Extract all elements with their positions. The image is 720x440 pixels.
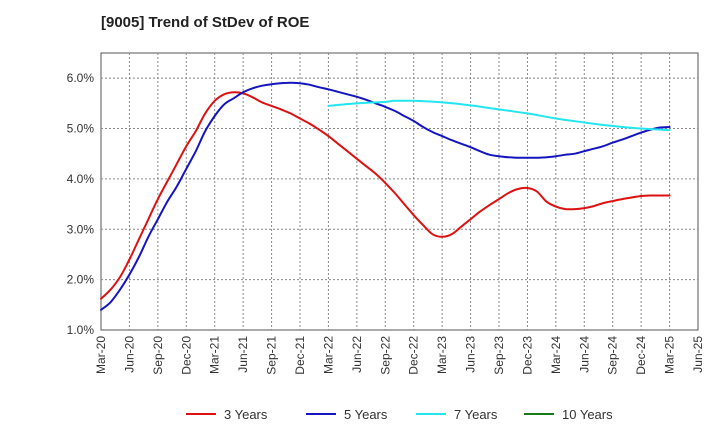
legend-label-5-years: 5 Years (344, 407, 388, 422)
x-tick-label: Jun-22 (350, 336, 364, 373)
x-tick-label: Dec-20 (179, 336, 193, 375)
x-tick-label: Jun-21 (236, 336, 250, 373)
legend-label-7-years: 7 Years (454, 407, 498, 422)
x-tick-label: Jun-25 (691, 336, 705, 373)
y-tick-label: 2.0% (67, 273, 95, 287)
y-tick-label: 6.0% (67, 71, 95, 85)
y-tick-label: 5.0% (67, 122, 95, 136)
legend-label-10-years: 10 Years (562, 407, 613, 422)
x-tick-label: Sep-20 (151, 336, 165, 375)
x-tick-label: Mar-20 (94, 336, 108, 374)
x-tick-label: Dec-23 (520, 336, 534, 375)
x-tick-label: Mar-25 (663, 336, 677, 374)
x-tick-label: Sep-24 (606, 336, 620, 375)
x-tick-label: Jun-20 (122, 336, 136, 373)
x-tick-label: Jun-24 (577, 336, 591, 373)
x-tick-label: Dec-21 (293, 336, 307, 375)
x-tick-label: Dec-24 (634, 336, 648, 375)
x-tick-label: Dec-22 (407, 336, 421, 375)
x-tick-label: Sep-22 (378, 336, 392, 375)
y-tick-label: 4.0% (67, 172, 95, 186)
series-line-5-years (100, 81, 671, 311)
x-tick-label: Mar-24 (549, 336, 563, 374)
series-line-7-years (327, 99, 671, 132)
plot-area (100, 52, 699, 331)
x-tick-label: Sep-21 (265, 336, 279, 375)
series-line-3-years (100, 91, 671, 300)
x-tick-label: Mar-21 (208, 336, 222, 374)
chart-title: [9005] Trend of StDev of ROE (101, 14, 310, 31)
x-tick-label: Mar-23 (435, 336, 449, 374)
x-tick-label: Sep-23 (492, 336, 506, 375)
x-tick-label: Mar-22 (321, 336, 335, 374)
y-tick-label: 1.0% (67, 323, 95, 337)
legend-label-3-years: 3 Years (224, 407, 268, 422)
y-tick-label: 3.0% (67, 222, 95, 236)
x-tick-label: Jun-23 (464, 336, 478, 373)
